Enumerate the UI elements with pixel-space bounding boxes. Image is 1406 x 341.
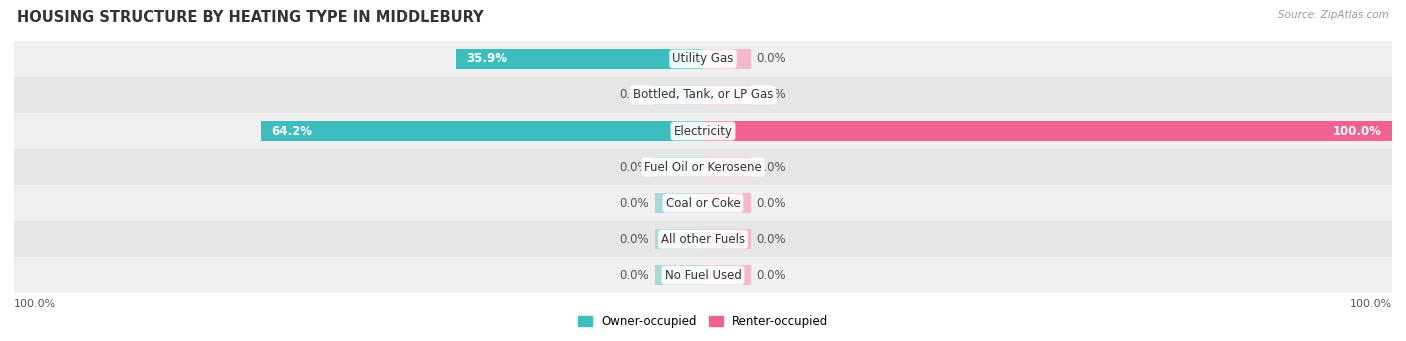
- Bar: [655, 265, 703, 285]
- Text: 100.0%: 100.0%: [1350, 299, 1392, 309]
- Bar: [456, 49, 703, 69]
- Bar: [703, 265, 751, 285]
- Text: 0.0%: 0.0%: [620, 269, 650, 282]
- Text: 0.0%: 0.0%: [756, 89, 786, 102]
- Text: 0.0%: 0.0%: [756, 233, 786, 246]
- Bar: [655, 229, 703, 249]
- Bar: [14, 41, 1392, 77]
- Bar: [703, 85, 751, 105]
- Text: Coal or Coke: Coal or Coke: [665, 197, 741, 210]
- Text: 0.0%: 0.0%: [756, 161, 786, 174]
- Text: 0.0%: 0.0%: [756, 269, 786, 282]
- Bar: [703, 49, 751, 69]
- Text: Fuel Oil or Kerosene: Fuel Oil or Kerosene: [644, 161, 762, 174]
- Text: 35.9%: 35.9%: [465, 53, 508, 65]
- Bar: [655, 85, 703, 105]
- Bar: [703, 121, 1392, 141]
- Bar: [14, 257, 1392, 293]
- Text: 64.2%: 64.2%: [271, 124, 312, 137]
- Text: 0.0%: 0.0%: [756, 197, 786, 210]
- Text: Electricity: Electricity: [673, 124, 733, 137]
- Bar: [703, 193, 751, 213]
- Bar: [14, 185, 1392, 221]
- Text: Source: ZipAtlas.com: Source: ZipAtlas.com: [1278, 10, 1389, 20]
- Text: All other Fuels: All other Fuels: [661, 233, 745, 246]
- Bar: [703, 229, 751, 249]
- Text: 100.0%: 100.0%: [1333, 124, 1382, 137]
- Text: Utility Gas: Utility Gas: [672, 53, 734, 65]
- Bar: [14, 113, 1392, 149]
- Text: HOUSING STRUCTURE BY HEATING TYPE IN MIDDLEBURY: HOUSING STRUCTURE BY HEATING TYPE IN MID…: [17, 10, 484, 25]
- Text: 0.0%: 0.0%: [620, 161, 650, 174]
- Text: 100.0%: 100.0%: [14, 299, 56, 309]
- Bar: [260, 121, 703, 141]
- Text: 0.0%: 0.0%: [620, 89, 650, 102]
- Text: 0.0%: 0.0%: [620, 197, 650, 210]
- Legend: Owner-occupied, Renter-occupied: Owner-occupied, Renter-occupied: [572, 310, 834, 333]
- Bar: [14, 149, 1392, 185]
- Bar: [14, 77, 1392, 113]
- Bar: [703, 157, 751, 177]
- Bar: [655, 157, 703, 177]
- Bar: [655, 193, 703, 213]
- Text: 0.0%: 0.0%: [756, 53, 786, 65]
- Text: Bottled, Tank, or LP Gas: Bottled, Tank, or LP Gas: [633, 89, 773, 102]
- Bar: [14, 221, 1392, 257]
- Text: No Fuel Used: No Fuel Used: [665, 269, 741, 282]
- Text: 0.0%: 0.0%: [620, 233, 650, 246]
